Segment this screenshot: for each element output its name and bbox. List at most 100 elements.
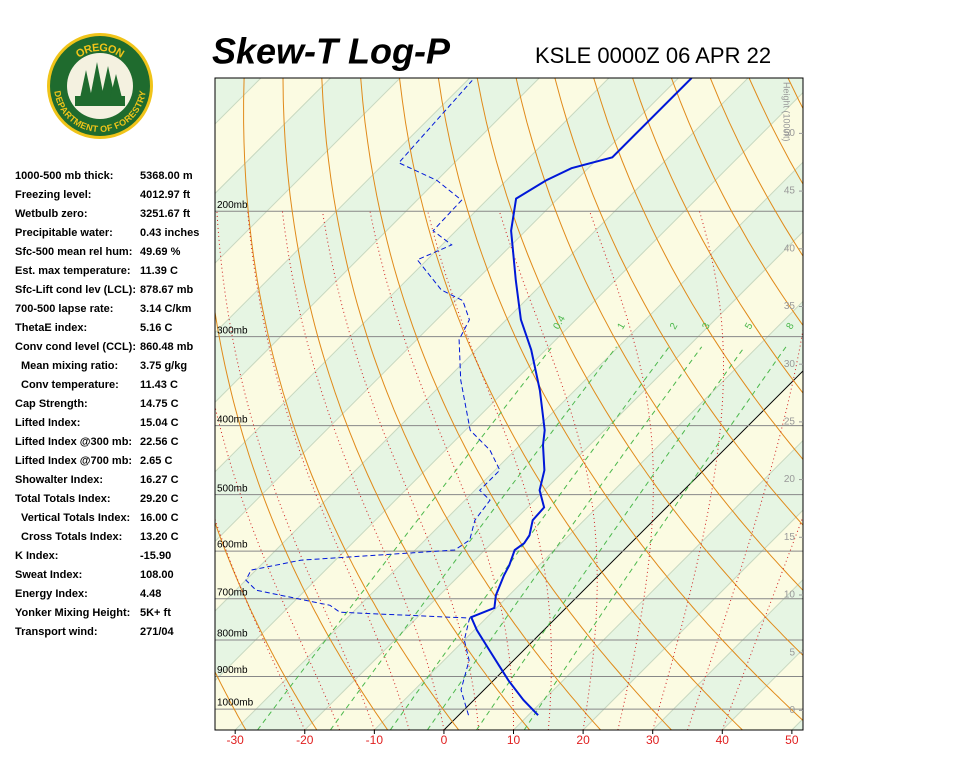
index-label: Cross Totals Index:	[21, 531, 122, 543]
logo-top-text: OREGON	[74, 42, 126, 61]
isotherm	[215, 78, 749, 612]
isotherm	[215, 78, 331, 195]
dry-adiabat	[437, 78, 803, 722]
x-tick-label: -30	[227, 733, 245, 747]
index-value: 878.67 mb	[140, 284, 193, 296]
index-value: 4012.97 ft	[140, 189, 190, 201]
isotherm	[791, 718, 803, 730]
dry-adiabat	[827, 78, 960, 730]
mixing-ratio-line	[329, 346, 617, 730]
index-value: 0.43 inches	[140, 227, 199, 239]
moist-adiabat	[281, 211, 445, 730]
index-value: 16.27 C	[140, 474, 179, 486]
moist-adiabat	[589, 211, 654, 730]
height-label: 40	[784, 243, 796, 254]
index-value: 13.20 C	[140, 531, 179, 543]
pressure-label: 1000mb	[217, 698, 254, 709]
isotherm	[373, 300, 803, 730]
pressure-label: 700mb	[217, 587, 248, 598]
mixing-ratio-line	[426, 346, 703, 730]
isotherm	[215, 78, 540, 403]
index-value: 29.20 C	[140, 493, 179, 505]
mixing-ratio-label: 3	[700, 321, 713, 332]
isotherm	[234, 161, 803, 730]
isotherm	[582, 509, 803, 730]
pressure-label: 500mb	[217, 483, 248, 494]
pressure-label: 800mb	[217, 629, 248, 640]
plot-area	[215, 78, 960, 730]
index-label: 1000-500 mb thick:	[15, 170, 113, 182]
x-tick-label: 20	[576, 733, 590, 747]
dry-adiabat	[515, 78, 803, 592]
logo-top: OREGON	[74, 42, 126, 61]
index-value: 3251.67 ft	[140, 208, 190, 220]
isotherm-band	[215, 78, 803, 681]
index-value: 271/04	[140, 626, 175, 638]
index-value: 5368.00 m	[140, 170, 193, 182]
dry-adiabat	[476, 78, 803, 657]
height-label: 0	[789, 705, 795, 716]
index-value: 3.14 C/km	[140, 303, 192, 315]
dry-adiabat	[360, 78, 672, 730]
dry-adiabat	[215, 670, 247, 730]
dry-adiabat	[632, 78, 803, 394]
index-label: Transport wind:	[15, 626, 98, 638]
x-tick-label: -20	[296, 733, 314, 747]
index-label: Sweat Index:	[15, 569, 82, 581]
index-value: 108.00	[140, 569, 174, 581]
dewpoint-line	[245, 80, 501, 716]
dry-adiabat	[593, 78, 803, 461]
dry-adiabat	[282, 78, 530, 730]
index-label: Energy Index:	[15, 588, 88, 600]
index-label: Lifted Index:	[15, 417, 80, 429]
isotherm	[215, 78, 471, 334]
index-value: 14.75 C	[140, 398, 179, 410]
index-value: 2.65 C	[140, 455, 172, 467]
height-label: 50	[784, 128, 796, 139]
x-tick-label: 30	[646, 733, 660, 747]
pressure-label: 300mb	[217, 325, 248, 336]
station: KSLE 0000Z 06 APR 22	[535, 43, 771, 68]
index-value: 11.43 C	[140, 379, 178, 391]
mixing-ratio-line	[389, 346, 670, 730]
height-label: 30	[784, 359, 796, 370]
dry-adiabat	[670, 78, 803, 327]
mixing-ratio-line	[257, 346, 553, 730]
height-label: 25	[784, 417, 796, 428]
isotherm	[513, 439, 803, 730]
index-value: 5K+ ft	[140, 607, 171, 619]
height-label: 15	[784, 532, 796, 543]
index-value: 16.00 C	[140, 512, 179, 524]
dry-adiabat	[905, 78, 960, 730]
pressure-label: 200mb	[217, 200, 248, 211]
index-label: Sfc-Lift cond lev (LCL):	[15, 284, 136, 296]
height-axis-title: Height (1000ft)	[782, 82, 792, 142]
mixing-ratio-label: 2	[668, 321, 681, 332]
plot-frame	[214, 77, 804, 731]
pressure-label: 900mb	[217, 665, 248, 676]
index-label: ThetaE index:	[15, 322, 87, 334]
mixing-ratio-label: 5	[743, 321, 756, 332]
index-label: Vertical Totals Index:	[21, 512, 130, 524]
index-value: 5.16 C	[140, 322, 172, 334]
index-label: Est. max temperature:	[15, 265, 131, 277]
index-label: Total Totals Index:	[15, 493, 111, 505]
isotherm	[652, 578, 803, 730]
index-value: 22.56 C	[140, 436, 179, 448]
index-label: 700-500 lapse rate:	[15, 303, 113, 315]
x-tick-label: -10	[366, 733, 384, 747]
mixing-ratio-label: 8	[784, 321, 797, 332]
dry-adiabat	[787, 78, 803, 110]
moist-adiabat	[721, 515, 803, 730]
index-value: 860.48 mb	[140, 341, 193, 353]
index-label: Lifted Index @300 mb:	[15, 436, 132, 448]
pressure-label: 400mb	[217, 414, 248, 425]
index-value: 49.69 %	[140, 246, 181, 258]
index-label: K Index:	[15, 550, 58, 562]
index-label: Cap Strength:	[15, 398, 88, 410]
temperature-line	[469, 78, 693, 716]
height-label: 5	[789, 647, 795, 658]
x-tick-label: 10	[507, 733, 521, 747]
dry-adiabat	[215, 521, 318, 730]
